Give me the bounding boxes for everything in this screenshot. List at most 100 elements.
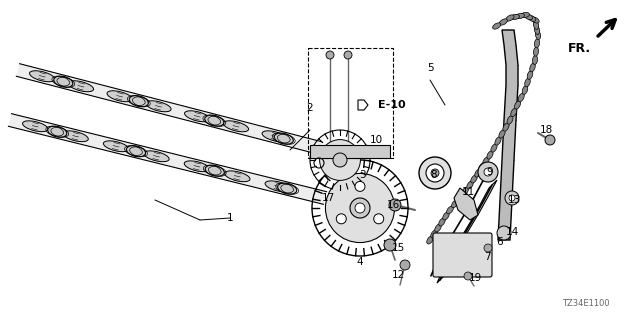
Ellipse shape xyxy=(516,13,524,19)
Ellipse shape xyxy=(475,169,481,177)
Circle shape xyxy=(464,272,472,280)
Ellipse shape xyxy=(507,116,513,124)
Ellipse shape xyxy=(511,14,520,20)
Ellipse shape xyxy=(146,101,171,112)
Ellipse shape xyxy=(533,20,539,29)
Ellipse shape xyxy=(530,63,535,72)
Circle shape xyxy=(484,168,492,176)
Ellipse shape xyxy=(223,121,248,132)
Ellipse shape xyxy=(68,81,93,92)
Ellipse shape xyxy=(499,19,508,25)
Ellipse shape xyxy=(225,171,250,182)
Circle shape xyxy=(326,173,395,243)
Ellipse shape xyxy=(534,26,540,35)
Text: 10: 10 xyxy=(369,135,383,145)
Text: 4: 4 xyxy=(356,257,364,267)
Ellipse shape xyxy=(104,141,129,152)
Ellipse shape xyxy=(503,123,509,131)
Ellipse shape xyxy=(22,121,48,132)
Polygon shape xyxy=(17,64,322,154)
Circle shape xyxy=(355,203,365,213)
Ellipse shape xyxy=(278,183,297,194)
Ellipse shape xyxy=(495,137,501,145)
Text: 12: 12 xyxy=(392,270,404,280)
Text: 14: 14 xyxy=(506,227,518,237)
Ellipse shape xyxy=(527,15,536,21)
Ellipse shape xyxy=(435,224,441,232)
Ellipse shape xyxy=(532,56,538,64)
Circle shape xyxy=(505,191,519,205)
Ellipse shape xyxy=(531,17,539,23)
Ellipse shape xyxy=(107,91,132,102)
Circle shape xyxy=(497,226,511,240)
Ellipse shape xyxy=(534,39,540,48)
Text: 11: 11 xyxy=(461,187,475,197)
Text: 16: 16 xyxy=(387,200,399,210)
Ellipse shape xyxy=(29,71,55,82)
Polygon shape xyxy=(310,145,390,158)
Text: 17: 17 xyxy=(321,193,335,203)
Ellipse shape xyxy=(471,175,477,183)
Ellipse shape xyxy=(524,14,532,20)
Text: 15: 15 xyxy=(392,243,404,253)
Text: 8: 8 xyxy=(431,170,437,180)
Text: FR.: FR. xyxy=(568,42,591,55)
Polygon shape xyxy=(454,188,478,220)
Circle shape xyxy=(384,239,396,251)
Ellipse shape xyxy=(274,133,293,144)
Ellipse shape xyxy=(443,212,449,220)
Text: 19: 19 xyxy=(468,273,482,283)
Text: 6: 6 xyxy=(497,237,503,247)
Ellipse shape xyxy=(506,15,514,21)
Text: 18: 18 xyxy=(540,125,552,135)
Ellipse shape xyxy=(487,151,493,159)
Ellipse shape xyxy=(499,130,505,138)
Ellipse shape xyxy=(129,96,148,107)
Bar xyxy=(308,48,393,158)
Ellipse shape xyxy=(534,47,538,56)
Ellipse shape xyxy=(483,157,489,165)
Ellipse shape xyxy=(54,76,73,87)
Ellipse shape xyxy=(262,131,287,142)
Polygon shape xyxy=(437,180,497,283)
Text: 3: 3 xyxy=(358,170,365,180)
Ellipse shape xyxy=(511,108,516,117)
Polygon shape xyxy=(498,30,518,240)
Polygon shape xyxy=(8,114,326,204)
Circle shape xyxy=(426,164,444,182)
Ellipse shape xyxy=(431,230,437,238)
Ellipse shape xyxy=(447,206,453,214)
Circle shape xyxy=(326,51,334,59)
Ellipse shape xyxy=(520,12,529,18)
Circle shape xyxy=(355,181,365,191)
Text: 2: 2 xyxy=(307,103,314,113)
Circle shape xyxy=(333,153,347,167)
Circle shape xyxy=(400,260,410,270)
Circle shape xyxy=(478,162,498,182)
Text: 7: 7 xyxy=(484,252,490,262)
Circle shape xyxy=(319,140,360,180)
Text: 13: 13 xyxy=(508,195,520,205)
Ellipse shape xyxy=(456,194,463,201)
Circle shape xyxy=(545,135,555,145)
Ellipse shape xyxy=(515,101,520,109)
Ellipse shape xyxy=(127,146,145,157)
Ellipse shape xyxy=(461,188,468,195)
Circle shape xyxy=(336,214,346,224)
Circle shape xyxy=(509,195,515,201)
Ellipse shape xyxy=(522,86,528,94)
Ellipse shape xyxy=(493,23,500,29)
Ellipse shape xyxy=(439,218,445,226)
Text: E-10: E-10 xyxy=(378,100,406,110)
Circle shape xyxy=(431,169,439,177)
Ellipse shape xyxy=(491,144,497,152)
Ellipse shape xyxy=(518,93,524,102)
FancyBboxPatch shape xyxy=(433,233,492,277)
Circle shape xyxy=(374,214,384,224)
Ellipse shape xyxy=(467,181,473,189)
Ellipse shape xyxy=(184,161,209,172)
Circle shape xyxy=(389,199,401,211)
Ellipse shape xyxy=(479,163,485,171)
Ellipse shape xyxy=(527,71,532,79)
Circle shape xyxy=(484,244,492,252)
